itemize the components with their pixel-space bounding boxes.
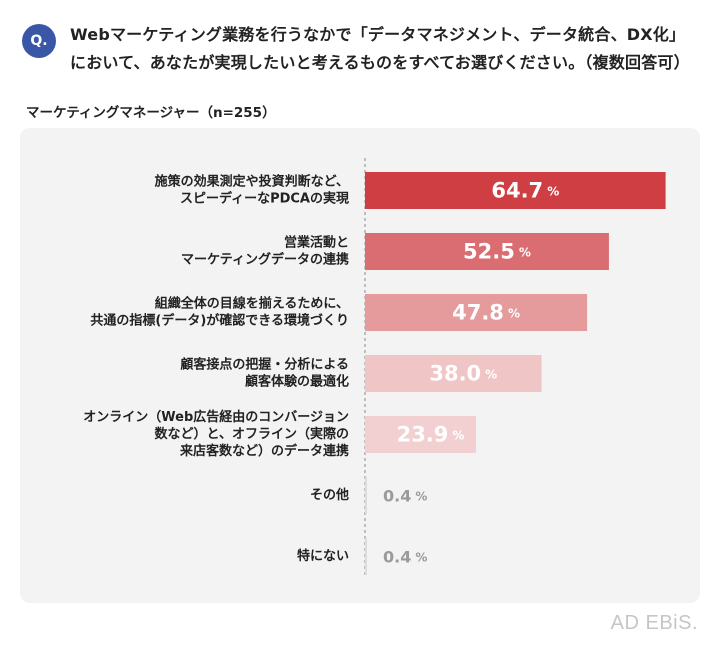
category-label-5-line-3: 来店客数など）のデータ連携: [179, 443, 349, 459]
value-label-2: 52.5%: [463, 240, 531, 264]
chart-panel: 64.7% 施策の効果測定や投資判断など、 スピーディーなPDCAの実現 52.5% 営…: [20, 128, 700, 603]
category-label-5-line-1: オンライン（Web広告経由のコンバージョン: [83, 409, 349, 425]
bar-5: [365, 416, 477, 453]
value-label-7: 0.4%: [383, 547, 427, 566]
category-label-6-line-1: その他: [310, 487, 349, 503]
bar-2: [365, 233, 609, 270]
bar-3: [365, 294, 588, 331]
category-label-2-line-1: 営業活動と: [284, 235, 349, 251]
value-label-4: 38.0%: [429, 362, 497, 386]
category-label-1-line-1: 施策の効果測定や投資判断など、: [155, 174, 349, 190]
bar-4: [365, 355, 542, 392]
bar-1: [365, 172, 666, 209]
brand-logo: AD EBiS.: [610, 612, 698, 634]
bar-7: [365, 538, 367, 575]
category-label-7-line-1: 特にない: [297, 548, 349, 564]
question-badge: Q.: [22, 24, 56, 58]
value-label-1: 64.7%: [491, 179, 559, 203]
value-label-6: 0.4%: [383, 486, 427, 505]
question-line-2: において、あなたが実現したいと考えるものをすべてお選びください。（複数回答可）: [70, 53, 690, 72]
category-label-2-line-2: マーケティングデータの連携: [181, 252, 349, 268]
category-label-1-line-2: スピーディーなPDCAの実現: [180, 191, 349, 207]
segment-label: マーケティングマネージャー（n=255）: [26, 105, 276, 121]
bar-6: [365, 477, 367, 514]
category-label-5-line-2: 数など）と、オフライン（実際の: [155, 426, 349, 442]
category-label-3-line-1: 組織全体の目線を揃えるために、: [155, 296, 349, 312]
category-label-4-line-2: 顧客体験の最適化: [245, 374, 349, 390]
value-label-3: 47.8%: [452, 301, 520, 325]
value-label-5: 23.9%: [397, 423, 465, 447]
question-text: Webマーケティング業務を行うなかで「データマネジメント、データ統合、DX化」 …: [70, 21, 700, 77]
bar-chart: 64.7 % 施策の効果測定や投資判断など、スピーディーなPDCAの実現 52.5 % 営…: [83, 158, 666, 578]
question-line-1: Webマーケティング業務を行うなかで「データマネジメント、データ統合、DX化」: [70, 25, 686, 44]
category-label-4-line-1: 顧客接点の把握・分析による: [180, 357, 349, 373]
category-label-3-line-2: 共通の指標(データ)が確認できる環境づくり: [90, 313, 349, 329]
